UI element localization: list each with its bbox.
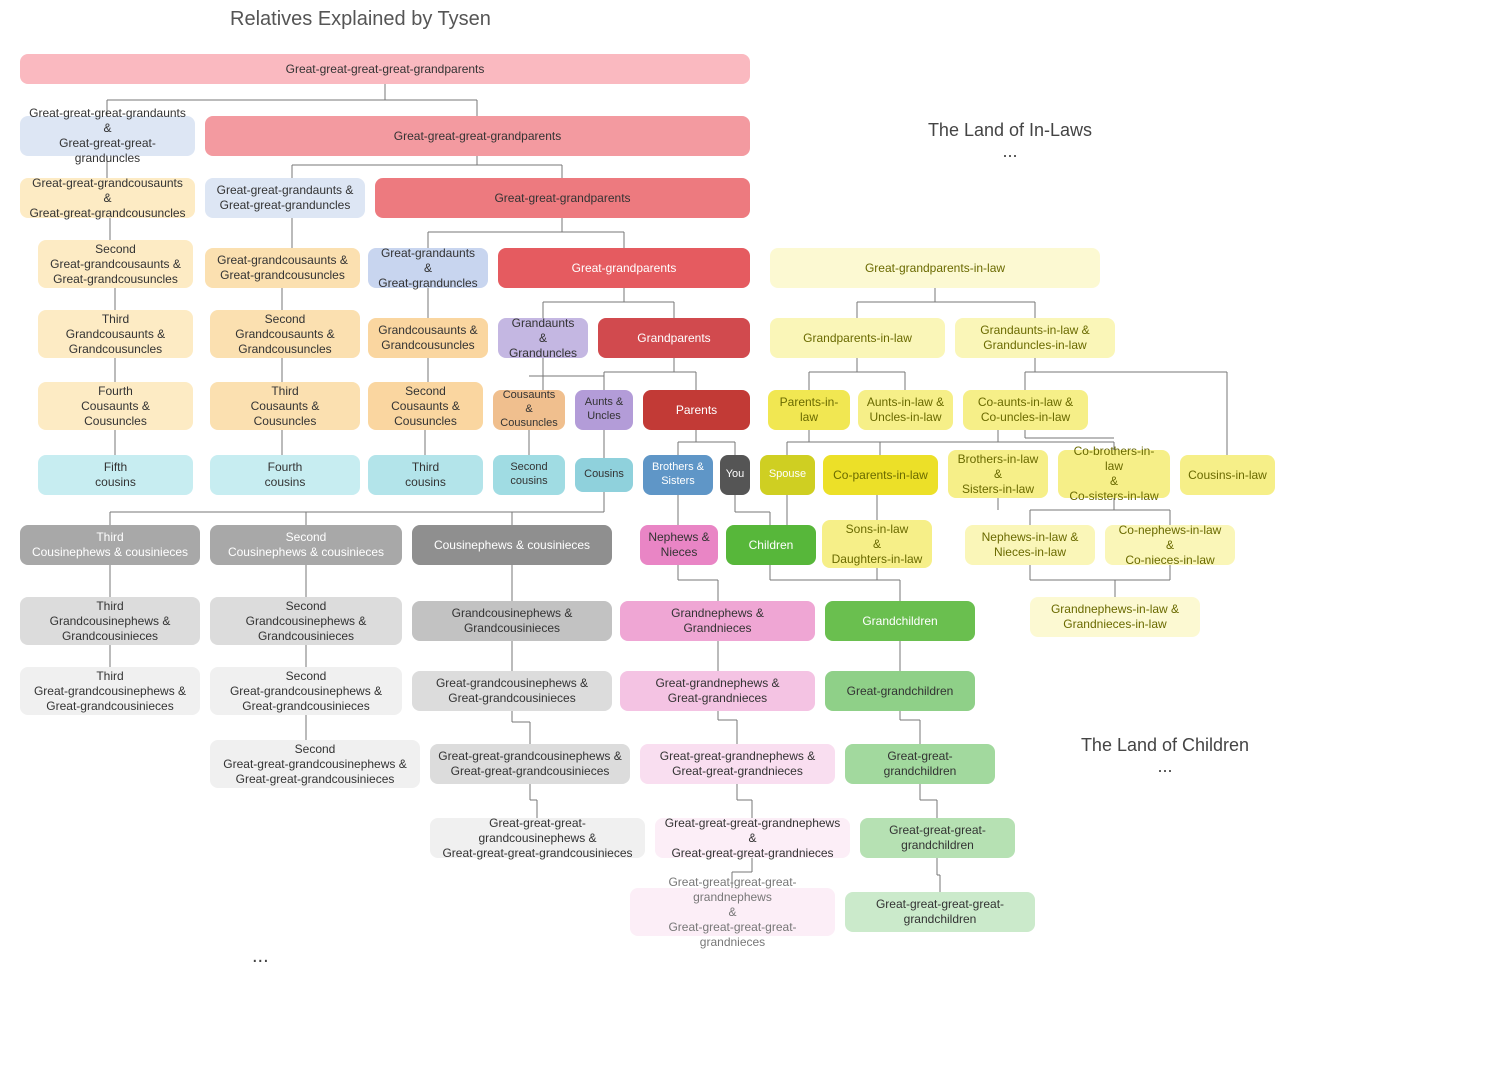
node-gcn: Grandcousinephews & Grandcousinieces xyxy=(412,601,612,641)
node-ggggcn: Great-great-great-grandcousinephews & Gr… xyxy=(430,818,645,858)
node-gnnil: Grandnephews-in-law & Grandnieces-in-law xyxy=(1030,597,1200,637)
connector xyxy=(604,358,696,390)
node-ggau: Great-grandaunts & Great-granduncles xyxy=(368,248,488,288)
node-ggcau: Great-great-grandcousaunts & Great-great… xyxy=(20,178,195,218)
node-third_ca: Third Cousaunts & Cousuncles xyxy=(210,382,360,430)
node-third_c: Third cousins xyxy=(368,455,483,495)
node-pil: Parents-in-law xyxy=(768,390,850,430)
connector xyxy=(718,711,737,744)
node-gggau: Great-great-great-grandaunts & Great-gre… xyxy=(20,116,195,156)
node-sec_ggcau: Second Great-grandcousaunts & Great-gran… xyxy=(38,240,193,288)
node-ggp_il: Great-grandparents-in-law xyxy=(770,248,1100,288)
node-sibs: Brothers & Sisters xyxy=(643,455,713,495)
connector xyxy=(737,784,752,818)
connector xyxy=(292,156,562,178)
connector xyxy=(530,784,537,818)
section-label-inlaws-land: The Land of In-Laws ... xyxy=(870,120,1150,158)
node-ggggp: Great-great-great-great-grandparents xyxy=(20,54,750,84)
node-nnil: Nephews-in-law & Nieces-in-law xyxy=(965,525,1095,565)
node-conn_il: Co-nephews-in-law & Co-nieces-in-law xyxy=(1105,525,1235,565)
node-third_ggcn: Third Great-grandcousinephews & Great-gr… xyxy=(20,667,200,715)
node-fifth_c: Fifth cousins xyxy=(38,455,193,495)
connector xyxy=(900,711,920,744)
connector xyxy=(529,358,604,390)
connector xyxy=(920,784,937,818)
node-gau_il: Grandaunts-in-law & Granduncles-in-law xyxy=(955,318,1115,358)
node-gggchildren: Great-great-grandchildren xyxy=(845,744,995,784)
node-sec_cnn: Second Cousinephews & cousinieces xyxy=(210,525,402,565)
node-bsil: Brothers-in-law & Sisters-in-law xyxy=(948,450,1048,498)
node-grandparents: Grandparents xyxy=(598,318,750,358)
node-sec_gcn: Second Grandcousinephews & Grandcousinie… xyxy=(210,597,402,645)
node-gggnn: Great-great-grandnephews & Great-great-g… xyxy=(640,744,835,784)
node-you: You xyxy=(720,455,750,495)
connector xyxy=(110,492,604,525)
connector xyxy=(937,858,940,892)
node-sec_gca: Second Grandcousaunts & Grandcousuncles xyxy=(210,310,360,358)
node-third_gcn: Third Grandcousinephews & Grandcousiniec… xyxy=(20,597,200,645)
diagram-title: Relatives Explained by Tysen xyxy=(230,8,580,34)
node-parents: Parents xyxy=(643,390,750,430)
connector xyxy=(428,218,624,248)
node-gp_il: Grandparents-in-law xyxy=(770,318,945,358)
connector xyxy=(512,711,530,744)
connector xyxy=(678,495,770,525)
node-cousins: Cousins xyxy=(575,458,633,492)
node-nn: Nephews & Nieces xyxy=(640,525,718,565)
node-ggcn: Great-grandcousinephews & Great-grandcou… xyxy=(412,671,612,711)
node-cil: Cousins-in-law xyxy=(1180,455,1275,495)
node-third_cnn: Third Cousinephews & cousinieces xyxy=(20,525,200,565)
node-gggp: Great-great-great-grandparents xyxy=(205,116,750,156)
node-au: Aunts & Uncles xyxy=(575,390,633,430)
node-gnn: Grandnephews & Grandnieces xyxy=(620,601,815,641)
connector xyxy=(1030,565,1170,597)
connector xyxy=(543,288,674,318)
node-copil: Co-parents-in-law xyxy=(823,455,938,495)
node-ggchildren: Great-grandchildren xyxy=(825,671,975,711)
node-spouse: Spouse xyxy=(760,455,815,495)
node-ggggnn: Great-great-great-grandnephews & Great-g… xyxy=(655,818,850,858)
section-label-children-land: The Land of Children ... xyxy=(1035,735,1295,773)
node-gggggnn: Great-great-great-great-grandnephews & G… xyxy=(630,888,835,936)
node-sec_ca: Second Cousaunts & Cousuncles xyxy=(368,382,483,430)
node-cnn: Cousinephews & cousinieces xyxy=(412,525,612,565)
node-sec_ggcn: Second Great-grandcousinephews & Great-g… xyxy=(210,667,402,715)
node-ggggchildren: Great-great-great-grandchildren xyxy=(860,818,1015,858)
connector xyxy=(857,288,1035,318)
node-gggggchildren: Great-great-great-great-grandchildren xyxy=(845,892,1035,932)
connector xyxy=(809,358,905,390)
node-ca: Cousaunts & Cousuncles xyxy=(493,390,565,430)
node-ggp: Great-great-grandparents xyxy=(375,178,750,218)
node-sdil: Sons-in-law & Daughters-in-law xyxy=(822,520,932,568)
connector xyxy=(678,430,735,455)
node-ggnn: Great-grandnephews & Great-grandnieces xyxy=(620,671,815,711)
connector xyxy=(678,565,718,601)
node-sec_gggcn: Second Great-great-grandcousinephews & G… xyxy=(210,740,420,788)
node-gau: Grandaunts & Granduncles xyxy=(498,318,588,358)
node-third_gca: Third Grandcousaunts & Grandcousuncles xyxy=(38,310,193,358)
node-ggcau2: Great-grandcousaunts & Great-grandcousun… xyxy=(205,248,360,288)
node-cobsil: Co-brothers-in-law & Co-sisters-in-law xyxy=(1058,450,1170,498)
node-coau_il: Co-aunts-in-law & Co-uncles-in-law xyxy=(963,390,1088,430)
node-gggau2: Great-great-grandaunts & Great-great-gra… xyxy=(205,178,365,218)
node-sec_c: Second cousins xyxy=(493,455,565,495)
node-au_il: Aunts-in-law & Uncles-in-law xyxy=(858,390,953,430)
node-fourth_c: Fourth cousins xyxy=(210,455,360,495)
family-tree-diagram: Relatives Explained by Tysen The Land of… xyxy=(0,0,1500,1076)
node-gggcn: Great-great-grandcousinephews & Great-gr… xyxy=(430,744,630,784)
node-fourth_ca: Fourth Cousaunts & Cousuncles xyxy=(38,382,193,430)
node-gca: Grandcousaunts & Grandcousuncles xyxy=(368,318,488,358)
section-label-ellipsis-bottom: ... xyxy=(252,945,292,965)
node-gchildren: Grandchildren xyxy=(825,601,975,641)
node-children: Children xyxy=(726,525,816,565)
connector xyxy=(770,565,900,601)
node-gp: Great-grandparents xyxy=(498,248,750,288)
